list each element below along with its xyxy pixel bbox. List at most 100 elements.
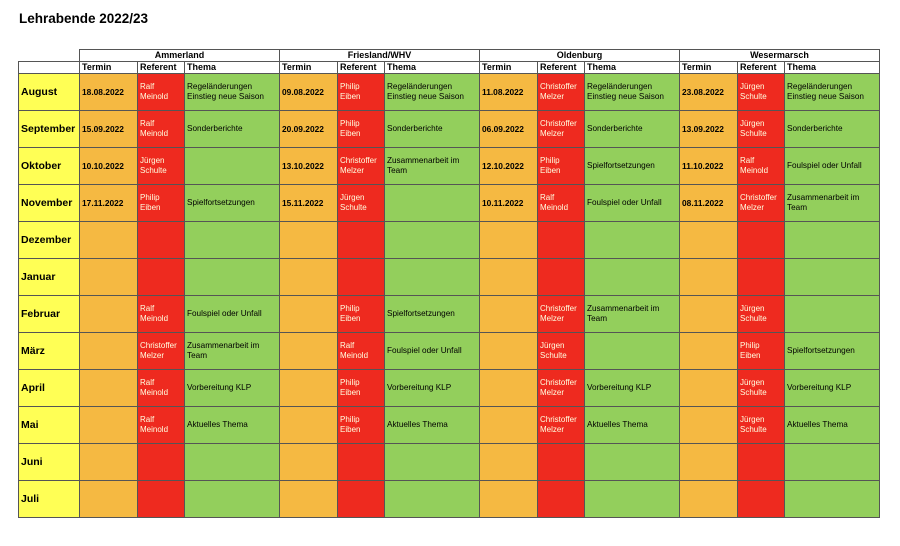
thema-cell: [384, 480, 480, 518]
region-header: Ammerland: [79, 49, 280, 62]
schedule-table: Ammerland Friesland/WHV Oldenburg Weserm…: [18, 49, 880, 518]
month-cell: Juni: [18, 443, 80, 481]
referent-cell: [337, 480, 385, 518]
thema-cell: Regeländerungen Einstieg neue Saison: [584, 73, 680, 111]
region-header: Friesland/WHV: [279, 49, 480, 62]
thema-cell: Spielfortsetzungen: [184, 184, 280, 222]
thema-cell: Foulspiel oder Unfall: [784, 147, 880, 185]
termin-cell: 17.11.2022: [79, 184, 138, 222]
termin-cell: [279, 295, 338, 333]
termin-cell: [279, 221, 338, 259]
termin-cell: [679, 369, 738, 407]
termin-cell: [679, 221, 738, 259]
termin-cell: 13.09.2022: [679, 110, 738, 148]
referent-cell: Christoffer Melzer: [337, 147, 385, 185]
referent-cell: [537, 258, 585, 296]
referent-cell: Ralf Meinold: [737, 147, 785, 185]
termin-cell: [79, 258, 138, 296]
referent-cell: Jürgen Schulte: [737, 369, 785, 407]
table-row: Dezember: [18, 221, 880, 259]
referent-cell: [737, 258, 785, 296]
thema-cell: [184, 480, 280, 518]
table-row: April Ralf Meinold Vorbereitung KLP Philip …: [18, 369, 880, 407]
thema-cell: Zusammenarbeit im Team: [184, 332, 280, 370]
thema-cell: [184, 258, 280, 296]
referent-cell: Christoffer Melzer: [537, 406, 585, 444]
referent-cell: [737, 480, 785, 518]
termin-cell: 20.09.2022: [279, 110, 338, 148]
column-header: Termin: [679, 61, 738, 74]
column-header: Thema: [784, 61, 880, 74]
region-header-row: Ammerland Friesland/WHV Oldenburg Weserm…: [18, 49, 880, 62]
termin-cell: [279, 369, 338, 407]
month-cell: November: [18, 184, 80, 222]
referent-cell: [537, 480, 585, 518]
thema-cell: [784, 443, 880, 481]
thema-cell: Aktuelles Thema: [384, 406, 480, 444]
region-header: Wesermarsch: [679, 49, 880, 62]
termin-cell: [479, 332, 538, 370]
referent-cell: Philip Eiben: [337, 110, 385, 148]
termin-cell: 10.10.2022: [79, 147, 138, 185]
referent-cell: Jürgen Schulte: [137, 147, 185, 185]
termin-cell: [79, 332, 138, 370]
referent-cell: Jürgen Schulte: [537, 332, 585, 370]
table-row: September 15.09.2022 Ralf Meinold Sonderber…: [18, 110, 880, 148]
thema-cell: Foulspiel oder Unfall: [184, 295, 280, 333]
thema-cell: Regeländerungen Einstieg neue Saison: [184, 73, 280, 111]
termin-cell: [479, 221, 538, 259]
termin-cell: [679, 406, 738, 444]
table-row: Juni: [18, 443, 880, 481]
thema-cell: Zusammenarbeit im Team: [384, 147, 480, 185]
referent-cell: Philip Eiben: [337, 369, 385, 407]
table-row: Februar Ralf Meinold Foulspiel oder Unfall…: [18, 295, 880, 333]
termin-cell: [79, 295, 138, 333]
referent-cell: Christoffer Melzer: [137, 332, 185, 370]
termin-cell: [279, 258, 338, 296]
thema-cell: [584, 332, 680, 370]
thema-cell: [584, 480, 680, 518]
termin-cell: [79, 443, 138, 481]
thema-cell: Aktuelles Thema: [184, 406, 280, 444]
termin-cell: [679, 332, 738, 370]
thema-cell: Vorbereitung KLP: [584, 369, 680, 407]
termin-cell: [679, 443, 738, 481]
referent-cell: [137, 221, 185, 259]
referent-cell: Ralf Meinold: [137, 110, 185, 148]
thema-cell: [784, 258, 880, 296]
thema-cell: Aktuelles Thema: [784, 406, 880, 444]
referent-cell: Christoffer Melzer: [537, 73, 585, 111]
month-cell: Januar: [18, 258, 80, 296]
month-cell: Oktober: [18, 147, 80, 185]
table-row: März Christoffer Melzer Zusammenarbeit im …: [18, 332, 880, 370]
thema-cell: Sonderberichte: [384, 110, 480, 148]
thema-cell: [784, 221, 880, 259]
column-header: Referent: [137, 61, 185, 74]
month-cell: April: [18, 369, 80, 407]
termin-cell: [479, 295, 538, 333]
thema-cell: Foulspiel oder Unfall: [384, 332, 480, 370]
referent-cell: Jürgen Schulte: [737, 110, 785, 148]
referent-cell: Jürgen Schulte: [737, 406, 785, 444]
thema-cell: [584, 443, 680, 481]
termin-cell: [479, 369, 538, 407]
table-row: Mai Ralf Meinold Aktuelles Thema Philip Eib…: [18, 406, 880, 444]
termin-cell: [679, 295, 738, 333]
table-row: Juli: [18, 480, 880, 518]
termin-cell: [79, 480, 138, 518]
thema-cell: [784, 480, 880, 518]
table-row: November 17.11.2022 Philip Eiben Spielforts…: [18, 184, 880, 222]
table-row: Januar: [18, 258, 880, 296]
thema-cell: [384, 221, 480, 259]
column-header: Thema: [184, 61, 280, 74]
month-cell: Dezember: [18, 221, 80, 259]
termin-cell: [79, 221, 138, 259]
thema-cell: Spielfortsetzungen: [784, 332, 880, 370]
referent-cell: Jürgen Schulte: [337, 184, 385, 222]
referent-cell: Philip Eiben: [537, 147, 585, 185]
termin-cell: [479, 406, 538, 444]
referent-cell: [137, 480, 185, 518]
thema-cell: [784, 295, 880, 333]
thema-cell: Zusammenarbeit im Team: [584, 295, 680, 333]
month-cell: März: [18, 332, 80, 370]
